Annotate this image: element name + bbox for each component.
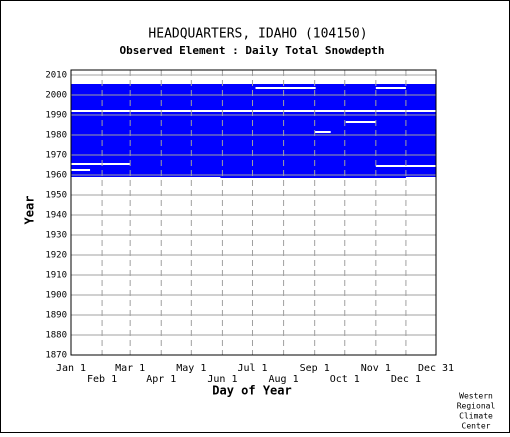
plot-border — [70, 69, 437, 356]
y-tick-label: 1950 — [45, 191, 67, 201]
gap-block — [345, 121, 376, 123]
y-tick-label: 1890 — [45, 311, 67, 321]
gap-block — [71, 169, 91, 171]
x-tick-label: May 1 — [176, 363, 206, 374]
x-tick-label: Feb 1 — [87, 374, 117, 385]
credit: Center — [462, 422, 491, 431]
x-tick-label: Nov 1 — [361, 363, 391, 374]
x-tick-label: Mar 1 — [115, 363, 145, 374]
credit: Western — [459, 392, 493, 401]
gap-block — [71, 177, 221, 178]
y-tick-label: 1990 — [45, 111, 67, 121]
y-tick-label: 1870 — [45, 351, 67, 361]
credit: Climate — [459, 412, 493, 421]
chart-title: HEADQUARTERS, IDAHO (104150) — [148, 27, 367, 42]
record-block — [71, 112, 436, 178]
gap-block — [255, 87, 316, 89]
y-tick-label: 1960 — [45, 171, 67, 181]
x-tick-label: Dec 1 — [391, 374, 421, 385]
y-axis-label: Year — [23, 196, 37, 225]
record-block — [71, 84, 436, 110]
gap-block — [71, 163, 131, 165]
credit: Regional — [457, 402, 496, 411]
y-tick-label: 1910 — [45, 271, 67, 281]
x-tick-label: Sep 1 — [300, 363, 330, 374]
x-tick-label: Dec 31 — [418, 363, 454, 374]
x-tick-label: Aug 1 — [269, 374, 299, 385]
y-tick-label: 2010 — [45, 71, 67, 81]
x-tick-label: Jan 1 — [56, 363, 86, 374]
y-tick-label: 1940 — [45, 211, 67, 221]
y-tick-label: 1900 — [45, 291, 67, 301]
x-tick-label: Oct 1 — [330, 374, 360, 385]
gap-block — [375, 87, 406, 89]
y-tick-label: 2000 — [45, 91, 67, 101]
y-tick-label: 1980 — [45, 131, 67, 141]
x-tick-label: Jun 1 — [207, 374, 237, 385]
y-tick-label: 1930 — [45, 231, 67, 241]
y-tick-label: 1920 — [45, 251, 67, 261]
chart-subtitle: Observed Element : Daily Total Snowdepth — [120, 44, 385, 57]
x-tick-label: Jul 1 — [237, 363, 267, 374]
gap-block — [314, 131, 331, 133]
y-tick-label: 1970 — [45, 151, 67, 161]
x-tick-label: Apr 1 — [146, 374, 176, 385]
x-axis-label: Day of Year — [212, 384, 291, 398]
y-tick-label: 1880 — [45, 331, 67, 341]
gap-block — [405, 177, 436, 178]
